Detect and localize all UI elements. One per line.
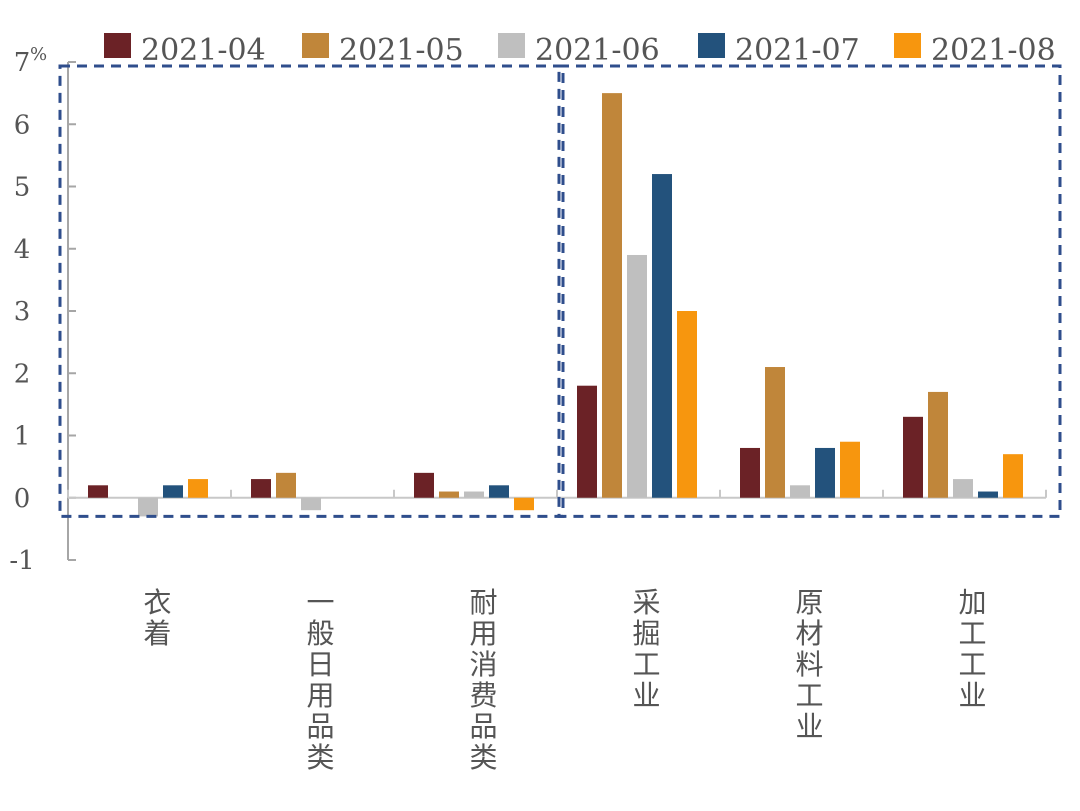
category-label-char: 类 xyxy=(469,741,497,774)
category-label-char: 费 xyxy=(469,679,497,712)
category-label-char: 业 xyxy=(795,710,823,743)
bar-2021-06-5 xyxy=(953,479,973,498)
bar-2021-06-0 xyxy=(138,497,158,517)
legend-swatch-2021-07 xyxy=(698,33,725,58)
group-box-0 xyxy=(58,64,565,518)
bar-2021-04-3 xyxy=(577,385,597,498)
category-label-char: 用 xyxy=(306,679,334,712)
category-label-char: 业 xyxy=(632,679,660,712)
y-tick-label: -1 xyxy=(9,546,34,576)
legend: 2021-04 2021-05 2021-06 2021-07 2021-08 xyxy=(104,33,1056,68)
category-label-char: 采 xyxy=(632,586,660,619)
bars xyxy=(88,93,1023,517)
category-label: 衣着 xyxy=(143,586,171,650)
category-label: 加工工业 xyxy=(958,586,986,712)
y-tick-label: 7 xyxy=(14,48,31,78)
category-label-char: 着 xyxy=(143,617,171,650)
bar-2021-06-3 xyxy=(627,254,647,498)
axes: -1 0 1 2 3 4 5 6 7% xyxy=(9,44,1047,576)
category-label-char: 业 xyxy=(958,679,986,712)
legend-swatch-2021-05 xyxy=(302,33,329,58)
category-label-char: 品 xyxy=(469,710,497,743)
bar-2021-06-4 xyxy=(790,485,810,498)
category-label-char: 日 xyxy=(306,648,334,681)
y-tick-label: 4 xyxy=(14,235,31,265)
category-label: 耐用消费品类 xyxy=(469,586,497,774)
y-tick-label: 1 xyxy=(14,422,31,452)
legend-label: 2021-04 xyxy=(141,33,266,68)
category-label-char: 耐 xyxy=(469,586,497,619)
bar-2021-04-1 xyxy=(251,479,271,498)
bar-2021-04-4 xyxy=(740,447,760,498)
category-label-char: 品 xyxy=(306,710,334,743)
y-tick-label: 3 xyxy=(14,297,31,327)
category-label-char: 消 xyxy=(469,648,497,681)
category-label-char: 衣 xyxy=(143,586,171,619)
bar-2021-05-3 xyxy=(602,93,622,498)
legend-swatch-2021-06 xyxy=(498,33,525,58)
bar-2021-08-5 xyxy=(1003,454,1023,498)
legend-label: 2021-08 xyxy=(931,33,1056,68)
bar-2021-07-2 xyxy=(489,485,509,498)
y-unit-label: % xyxy=(30,44,47,65)
y-tick-label: 2 xyxy=(14,359,31,389)
legend-swatch-2021-04 xyxy=(104,33,131,58)
legend-label: 2021-05 xyxy=(339,33,464,68)
category-label-char: 般 xyxy=(306,617,334,650)
category-label-char: 工 xyxy=(795,679,823,712)
category-label-char: 工 xyxy=(958,648,986,681)
legend-label: 2021-07 xyxy=(735,33,860,68)
category-label-char: 一 xyxy=(306,586,334,619)
bar-2021-05-1 xyxy=(276,472,296,498)
bar-2021-04-5 xyxy=(903,416,923,498)
bar-2021-04-2 xyxy=(414,472,434,498)
bar-2021-08-4 xyxy=(840,441,860,498)
y-tick-label: 6 xyxy=(14,110,31,140)
category-label-char: 掘 xyxy=(632,617,660,650)
category-label-char: 材 xyxy=(795,617,823,650)
category-label-char: 工 xyxy=(632,648,660,681)
category-label: 一般日用品类 xyxy=(306,586,334,774)
bar-2021-07-5 xyxy=(978,491,998,498)
bar-2021-08-3 xyxy=(677,311,697,498)
bar-2021-07-0 xyxy=(163,485,183,498)
legend-swatch-2021-08 xyxy=(894,33,921,58)
bar-2021-07-3 xyxy=(652,174,672,498)
bar-2021-05-4 xyxy=(765,367,785,498)
bar-2021-08-0 xyxy=(188,479,208,498)
bar-2021-05-2 xyxy=(439,491,459,498)
y-tick-label: 0 xyxy=(14,484,31,514)
bar-2021-08-2 xyxy=(514,497,534,511)
bar-2021-05-5 xyxy=(928,391,948,498)
bar-2021-06-1 xyxy=(301,497,321,511)
category-label: 原材料工业 xyxy=(795,586,823,743)
category-label-char: 料 xyxy=(795,648,823,681)
bar-2021-07-4 xyxy=(815,447,835,498)
category-label-char: 用 xyxy=(469,617,497,650)
legend-label: 2021-06 xyxy=(535,33,660,68)
bar-2021-04-0 xyxy=(88,485,108,498)
category-label-char: 加 xyxy=(958,586,986,619)
y-tick-label: 5 xyxy=(14,173,31,203)
category-label-char: 工 xyxy=(958,617,986,650)
category-label-char: 类 xyxy=(306,741,334,774)
bar-2021-06-2 xyxy=(464,491,484,498)
category-label-char: 原 xyxy=(795,586,823,619)
category-label: 采掘工业 xyxy=(632,586,660,712)
